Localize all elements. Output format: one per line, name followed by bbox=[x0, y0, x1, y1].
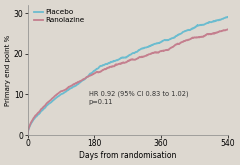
Placebo bbox=[178, 33, 181, 35]
Ranolazine bbox=[26, 134, 29, 136]
Placebo bbox=[198, 24, 201, 26]
Ranolazine bbox=[226, 28, 229, 30]
Ranolazine bbox=[198, 36, 201, 38]
Placebo bbox=[154, 43, 156, 45]
Text: HR 0.92 (95% CI 0.83 to 1.02)
p=0.11: HR 0.92 (95% CI 0.83 to 1.02) p=0.11 bbox=[89, 90, 188, 105]
Ranolazine bbox=[178, 43, 181, 45]
Placebo bbox=[26, 134, 29, 136]
Placebo bbox=[148, 46, 150, 48]
Ranolazine bbox=[38, 110, 41, 112]
Line: Ranolazine: Ranolazine bbox=[28, 29, 228, 135]
Placebo bbox=[226, 16, 229, 18]
Line: Placebo: Placebo bbox=[28, 17, 228, 135]
Ranolazine bbox=[154, 51, 156, 53]
Legend: Placebo, Ranolazine: Placebo, Ranolazine bbox=[33, 8, 85, 24]
Placebo bbox=[142, 47, 145, 49]
Y-axis label: Primary end point %: Primary end point % bbox=[5, 34, 11, 106]
Ranolazine bbox=[148, 53, 150, 55]
Placebo bbox=[38, 112, 41, 114]
Ranolazine bbox=[142, 56, 145, 58]
X-axis label: Days from randomisation: Days from randomisation bbox=[79, 151, 176, 160]
